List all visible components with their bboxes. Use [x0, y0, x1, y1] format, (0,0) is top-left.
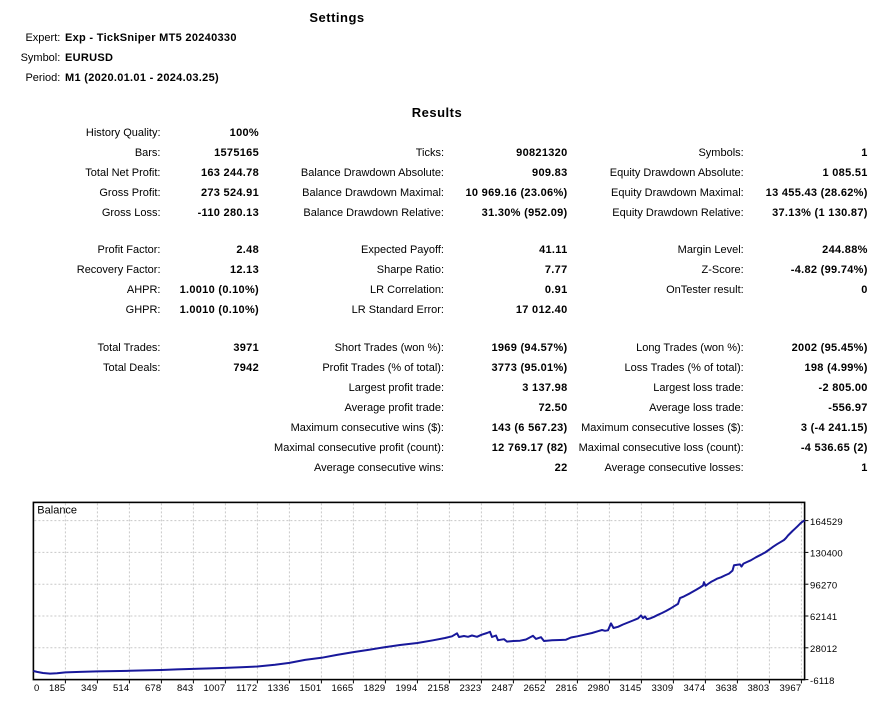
- svg-text:514: 514: [113, 683, 129, 694]
- svg-text:2323: 2323: [459, 683, 481, 694]
- svg-text:2487: 2487: [491, 683, 513, 694]
- svg-text:1172: 1172: [236, 683, 257, 694]
- svg-text:1501: 1501: [299, 683, 321, 694]
- svg-text:2158: 2158: [427, 683, 449, 694]
- svg-text:Balance: Balance: [37, 505, 77, 517]
- svg-text:1336: 1336: [267, 683, 289, 694]
- svg-text:1994: 1994: [395, 683, 417, 694]
- svg-text:3967: 3967: [779, 683, 801, 694]
- svg-text:678: 678: [145, 683, 161, 694]
- svg-text:349: 349: [81, 683, 97, 694]
- svg-text:2980: 2980: [587, 683, 609, 694]
- svg-text:1665: 1665: [331, 683, 353, 694]
- svg-text:1829: 1829: [363, 683, 385, 694]
- svg-text:164529: 164529: [810, 517, 843, 528]
- svg-text:3638: 3638: [715, 683, 737, 694]
- svg-text:0: 0: [34, 683, 39, 694]
- svg-text:185: 185: [49, 683, 65, 694]
- svg-text:2652: 2652: [523, 683, 545, 694]
- svg-text:3309: 3309: [651, 683, 673, 694]
- svg-text:62141: 62141: [810, 612, 837, 623]
- svg-text:130400: 130400: [810, 549, 843, 560]
- svg-text:3803: 3803: [747, 683, 769, 694]
- svg-text:2816: 2816: [555, 683, 577, 694]
- svg-text:-6118: -6118: [810, 676, 835, 687]
- svg-text:1007: 1007: [203, 683, 225, 694]
- svg-text:3474: 3474: [683, 683, 705, 694]
- svg-text:96270: 96270: [810, 580, 837, 591]
- svg-text:3145: 3145: [619, 683, 641, 694]
- svg-text:843: 843: [177, 683, 193, 694]
- svg-text:28012: 28012: [810, 644, 837, 655]
